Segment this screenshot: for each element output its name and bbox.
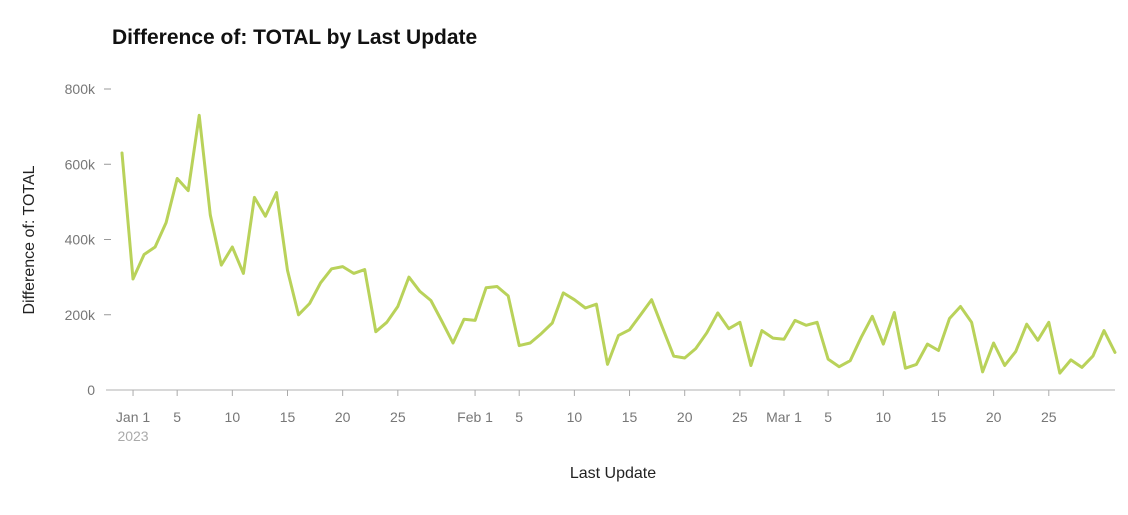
x-tick-label: 25 xyxy=(732,409,748,425)
x-year-label: 2023 xyxy=(117,428,148,444)
x-tick-label: 20 xyxy=(677,409,693,425)
x-tick-label: Mar 1 xyxy=(766,409,802,425)
x-tick-label: Jan 1 xyxy=(116,409,150,425)
y-tick-label: 800k xyxy=(65,81,96,97)
x-axis: Jan 1 5 10 15 20 25 Feb 1 5 10 15 20 25 Mar 1 5 10 15 20… xyxy=(106,389,1115,444)
x-axis-label: Last Update xyxy=(569,465,657,482)
x-tick-label: 10 xyxy=(567,409,583,425)
x-tick-label: 5 xyxy=(173,409,181,425)
y-tick-label: 200k xyxy=(65,307,96,323)
x-tick-label: 5 xyxy=(515,409,523,425)
x-tick-label: 20 xyxy=(986,409,1002,425)
series-layer xyxy=(120,113,1117,375)
y-tick-label: 600k xyxy=(65,156,96,172)
x-tick-label: 20 xyxy=(335,409,351,425)
x-tick-label: 10 xyxy=(876,409,892,425)
x-tick-label: 25 xyxy=(390,409,406,425)
x-tick-label: 15 xyxy=(280,409,296,425)
x-tick-label: 5 xyxy=(824,409,832,425)
x-tick-label: 10 xyxy=(225,409,241,425)
y-axis: 0 200k 400k 600k 800k xyxy=(65,81,111,398)
x-tick-label: 15 xyxy=(622,409,638,425)
y-tick-label: 0 xyxy=(87,382,95,398)
x-tick-label: 15 xyxy=(931,409,947,425)
x-tick-label: Feb 1 xyxy=(457,409,493,425)
x-tick-label: 25 xyxy=(1041,409,1057,425)
series-line xyxy=(120,113,1117,375)
chart-title: Difference of: TOTAL by Last Update xyxy=(112,26,478,49)
y-tick-label: 400k xyxy=(65,232,96,248)
